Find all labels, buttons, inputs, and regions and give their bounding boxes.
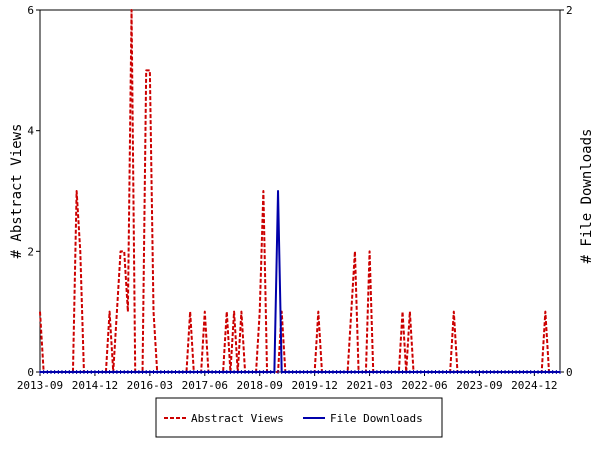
y-axis-left-title: # Abstract Views	[9, 124, 25, 259]
y-tick-label-left-0: 0	[27, 366, 34, 379]
x-tick-label-4: 2018-09	[237, 379, 283, 392]
legend-label-file-downloads: File Downloads	[330, 412, 423, 425]
series-layer	[39, 9, 560, 373]
y-tick-label-left-2: 2	[27, 245, 34, 258]
x-tick-label-3: 2017-06	[182, 379, 228, 392]
y-tick-label-left-6: 6	[27, 4, 34, 17]
series-file-downloads	[40, 190, 560, 373]
y-tick-label-left-4: 4	[27, 125, 34, 138]
x-tick-label-9: 2024-12	[511, 379, 557, 392]
x-tick-label-0: 2013-09	[17, 379, 63, 392]
x-tick-label-2: 2016-03	[127, 379, 173, 392]
y-tick-label-right-0: 0	[566, 366, 573, 379]
series-abstract-views	[39, 9, 560, 373]
month-ticks	[39, 370, 561, 374]
legend-label-abstract-views: Abstract Views	[191, 412, 284, 425]
x-tick-label-1: 2014-12	[72, 379, 118, 392]
x-tick-label-7: 2022-06	[401, 379, 447, 392]
x-tick-label-6: 2021-03	[346, 379, 392, 392]
x-tick-label-5: 2019-12	[291, 379, 337, 392]
legend: Abstract Views File Downloads	[155, 397, 443, 438]
x-tick-label-8: 2023-09	[456, 379, 502, 392]
plot-area	[39, 9, 561, 373]
legend-box	[155, 397, 443, 438]
y-tick-label-right-2: 2	[566, 4, 573, 17]
y-ticks-group: 0 2 4 6 0 2	[27, 4, 572, 379]
x-axis: 2013-09 2014-12 2016-03 2017-06 2018-09 2019-…	[17, 372, 558, 392]
y-axis-right-title: # File Downloads	[579, 129, 595, 264]
